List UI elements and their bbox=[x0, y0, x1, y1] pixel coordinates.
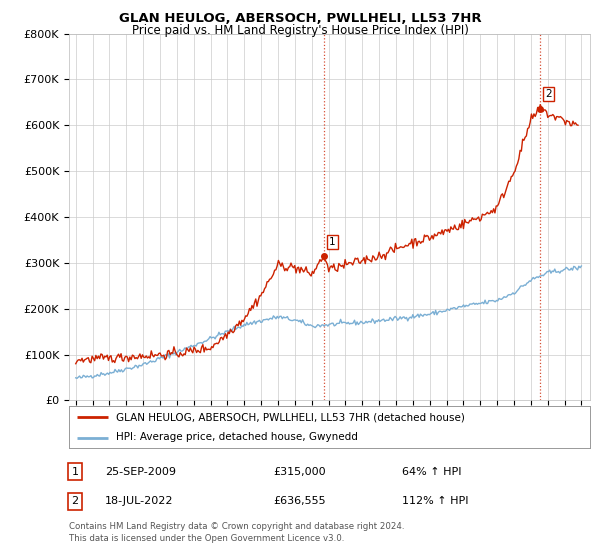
Text: 64% ↑ HPI: 64% ↑ HPI bbox=[402, 466, 461, 477]
Text: 18-JUL-2022: 18-JUL-2022 bbox=[105, 496, 173, 506]
Text: GLAN HEULOG, ABERSOCH, PWLLHELI, LL53 7HR (detached house): GLAN HEULOG, ABERSOCH, PWLLHELI, LL53 7H… bbox=[116, 412, 465, 422]
Text: £315,000: £315,000 bbox=[273, 466, 326, 477]
Text: GLAN HEULOG, ABERSOCH, PWLLHELI, LL53 7HR: GLAN HEULOG, ABERSOCH, PWLLHELI, LL53 7H… bbox=[119, 12, 481, 25]
Text: 1: 1 bbox=[329, 237, 335, 247]
Text: Contains HM Land Registry data © Crown copyright and database right 2024.: Contains HM Land Registry data © Crown c… bbox=[69, 522, 404, 531]
Text: 112% ↑ HPI: 112% ↑ HPI bbox=[402, 496, 469, 506]
Text: £636,555: £636,555 bbox=[273, 496, 326, 506]
Text: 2: 2 bbox=[71, 496, 79, 506]
Text: Price paid vs. HM Land Registry's House Price Index (HPI): Price paid vs. HM Land Registry's House … bbox=[131, 24, 469, 37]
Text: 1: 1 bbox=[71, 466, 79, 477]
Text: 2: 2 bbox=[545, 90, 551, 99]
Text: HPI: Average price, detached house, Gwynedd: HPI: Average price, detached house, Gwyn… bbox=[116, 432, 358, 442]
Text: 25-SEP-2009: 25-SEP-2009 bbox=[105, 466, 176, 477]
Text: This data is licensed under the Open Government Licence v3.0.: This data is licensed under the Open Gov… bbox=[69, 534, 344, 543]
